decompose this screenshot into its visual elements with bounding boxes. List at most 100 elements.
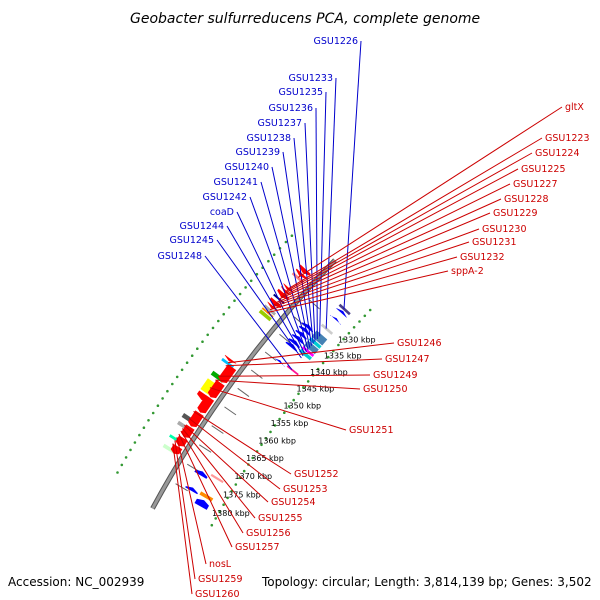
label-leader-line xyxy=(178,433,233,548)
gene-feature-forward xyxy=(224,354,237,364)
label-leader-line xyxy=(315,107,318,340)
kbp-tick-mark xyxy=(279,333,291,344)
label-leader-lines xyxy=(172,40,563,595)
gene-feature-reverse xyxy=(194,498,209,510)
gene-label: GSU1231 xyxy=(472,237,517,248)
kbp-tick-mark xyxy=(237,387,250,397)
label-leader-line xyxy=(227,342,395,364)
gc-dot xyxy=(283,411,286,415)
gene-label: GSU1224 xyxy=(535,148,580,159)
label-leader-line xyxy=(325,77,337,329)
gene-label: coaD xyxy=(210,207,234,218)
gene-feature-forward xyxy=(269,297,282,309)
label-leader-line xyxy=(209,387,347,431)
gene-label: GSU1238 xyxy=(246,133,291,144)
gc-dot xyxy=(238,292,242,296)
label-leader-line xyxy=(226,225,304,357)
gc-dot xyxy=(242,469,246,473)
gene-feature-reverse xyxy=(336,308,347,318)
kbp-tick-label: 1365 kbp xyxy=(246,454,284,463)
gene-feature-forward xyxy=(258,309,272,322)
label-leader-line xyxy=(217,374,371,377)
kbp-tick-mark xyxy=(211,425,224,434)
gc-dot xyxy=(175,375,179,379)
gc-dot xyxy=(273,424,277,427)
gene-feature-forward-large xyxy=(218,364,237,384)
label-leader-line xyxy=(215,379,361,390)
kbp-tick-label: 1340 kbp xyxy=(310,368,348,377)
gc-dot xyxy=(218,510,221,513)
gc-dot xyxy=(272,253,276,256)
gc-dot xyxy=(142,426,146,430)
gc-dot xyxy=(138,433,141,437)
gc-dot xyxy=(201,340,204,344)
gc-dot xyxy=(129,448,132,452)
gene-label: gltX xyxy=(565,102,584,113)
label-leader-line xyxy=(236,211,306,355)
label-leader-line xyxy=(176,437,207,565)
gene-label: GSU1228 xyxy=(504,194,549,205)
gene-feature-forward xyxy=(263,304,276,316)
gene-label: GSU1257 xyxy=(235,542,280,553)
label-leader-line xyxy=(293,137,314,344)
gene-label: GSU1233 xyxy=(288,73,333,84)
gene-feature-reverse xyxy=(320,323,334,335)
gene-label: GSU1236 xyxy=(268,103,313,114)
gene-label: GSU1249 xyxy=(373,370,418,381)
kbp-tick-mark xyxy=(264,351,277,362)
gene-label: GSU1260 xyxy=(195,589,240,600)
gc-dot xyxy=(267,259,270,263)
gc-dot xyxy=(249,279,253,283)
label-leader-line xyxy=(267,270,449,313)
gene-label: GSU1235 xyxy=(278,87,323,98)
gene-label: GSU1246 xyxy=(397,338,442,349)
gc-dot xyxy=(211,326,215,330)
gc-dot xyxy=(269,430,272,434)
kbp-tick-mark xyxy=(293,316,306,327)
gene-label: GSU1253 xyxy=(283,484,328,495)
gc-dot xyxy=(234,483,238,486)
gc-dot xyxy=(190,354,194,358)
gc-dot xyxy=(260,443,263,447)
kbp-tick-label: 1370 kbp xyxy=(234,472,272,481)
gene-feature-forward xyxy=(299,264,311,276)
genome-backbone xyxy=(150,258,337,510)
gc-dot xyxy=(214,517,217,520)
label-leader-line xyxy=(204,255,293,371)
genome-summary-text: Topology: circular; Length: 3,814,139 bp… xyxy=(261,575,592,589)
gc-dot xyxy=(226,496,229,500)
gene-feature-reverse xyxy=(295,329,307,340)
gene-label: GSU1240 xyxy=(224,162,269,173)
label-leader-line xyxy=(282,151,312,346)
gc-dot xyxy=(352,326,356,329)
gc-dot xyxy=(180,368,184,372)
gene-label: nosL xyxy=(209,559,232,570)
label-leader-line xyxy=(180,430,244,534)
gc-dot xyxy=(156,404,160,408)
gene-label: GSU1251 xyxy=(349,425,394,436)
kbp-tick-label: 1345 kbp xyxy=(297,385,335,394)
gc-dot xyxy=(120,463,124,467)
gc-dot xyxy=(166,389,169,393)
gc-dot xyxy=(116,471,119,474)
label-leader-line xyxy=(184,425,269,503)
label-leader-line xyxy=(249,196,307,353)
label-leader-line xyxy=(174,440,196,580)
gc-dot xyxy=(222,503,225,507)
gene-labels: GSU1226 GSU1233 GSU1235 GSU1236 GSU1237 GSU12… xyxy=(157,36,589,600)
gene-feature-reverse xyxy=(194,469,208,479)
label-leader-line xyxy=(271,166,311,348)
label-leader-line xyxy=(172,443,193,595)
label-leader-line xyxy=(285,152,533,292)
gc-dot xyxy=(326,355,330,359)
gene-label: GSU1229 xyxy=(493,208,538,219)
gc-dot xyxy=(217,319,220,323)
gc-dot xyxy=(287,405,291,408)
gene-feature-reverse xyxy=(311,330,328,346)
gc-dot xyxy=(171,382,174,386)
label-leader-line xyxy=(272,241,470,308)
label-leader-line xyxy=(225,358,383,367)
gc-dot xyxy=(347,331,351,335)
